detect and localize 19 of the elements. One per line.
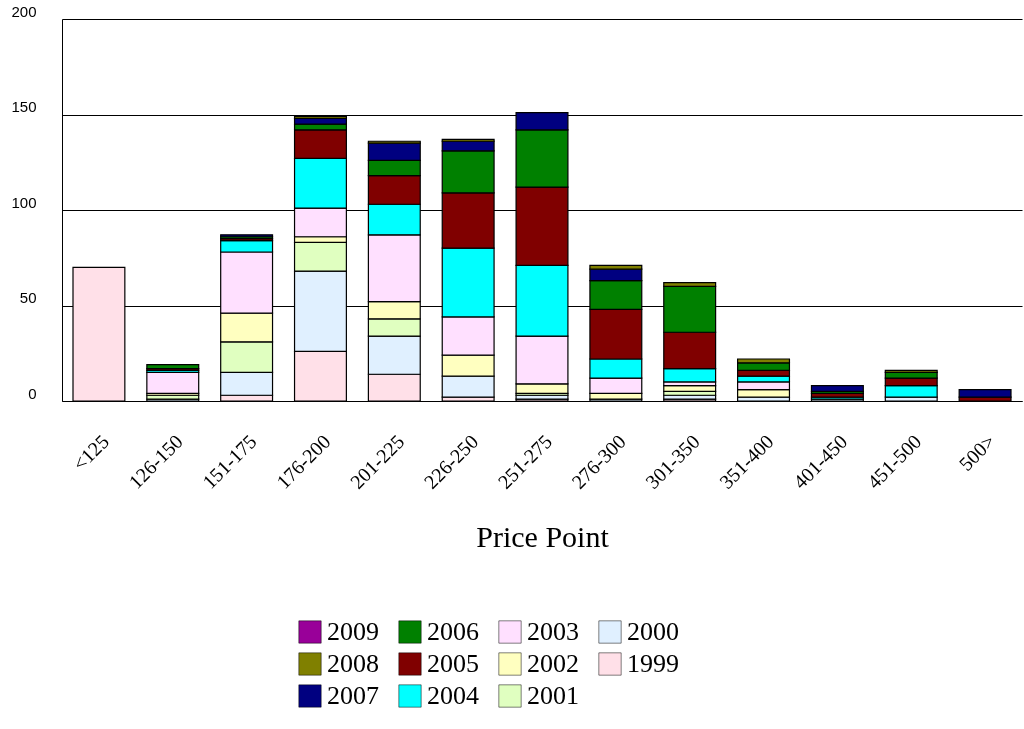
y-tick-label: 0 [28, 384, 37, 402]
x-axis-title: Price Point [476, 519, 610, 553]
y-tick-label: 150 [11, 98, 37, 115]
legend-label: 2003 [527, 617, 579, 646]
legend-label: 2008 [327, 649, 379, 678]
legend-label: 2007 [327, 681, 379, 710]
legend-label: 2009 [327, 617, 379, 646]
x-tick-label: 500> [954, 430, 1000, 475]
legend-label: 2004 [427, 681, 479, 710]
legend-label: 2002 [527, 649, 579, 678]
y-tick-label: 200 [11, 2, 37, 20]
legend-label: 2001 [527, 681, 579, 710]
legend-label: 2006 [427, 617, 479, 646]
legend-label: 2005 [427, 649, 479, 678]
y-tick-label: 50 [19, 289, 37, 306]
y-tick-label: 100 [11, 193, 37, 211]
x-tick-label: <125 [68, 430, 114, 475]
legend-label: 1999 [627, 649, 679, 678]
legend-label: 2000 [627, 617, 679, 646]
